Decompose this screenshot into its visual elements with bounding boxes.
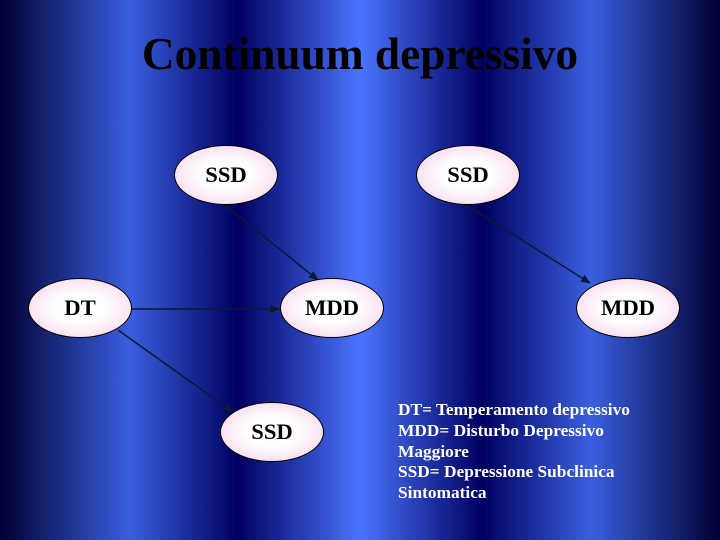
node-label: SSD xyxy=(251,419,293,445)
node-ssd-top-left: SSD xyxy=(174,145,278,205)
node-label: SSD xyxy=(447,162,489,188)
slide-canvas: Continuum depressivo SSD SSD DT MDD MDD … xyxy=(0,0,720,540)
node-label: MDD xyxy=(601,295,655,321)
node-label: DT xyxy=(64,295,95,321)
slide-title: Continuum depressivo xyxy=(0,28,720,80)
edge-arrow xyxy=(118,330,233,412)
node-mdd-center: MDD xyxy=(280,278,384,338)
legend-line: DT= Temperamento depressivo xyxy=(398,400,630,421)
node-label: SSD xyxy=(205,162,247,188)
edge-arrow xyxy=(226,206,318,280)
node-ssd-top-right: SSD xyxy=(416,145,520,205)
legend-line: Sintomatica xyxy=(398,483,630,504)
legend-line: MDD= Disturbo Depressivo xyxy=(398,421,630,442)
legend-line: Maggiore xyxy=(398,442,630,463)
node-ssd-bottom: SSD xyxy=(220,402,324,462)
node-mdd-right: MDD xyxy=(576,278,680,338)
edge-arrow xyxy=(468,206,590,283)
node-label: MDD xyxy=(305,295,359,321)
legend: DT= Temperamento depressivo MDD= Disturb… xyxy=(398,400,630,504)
legend-line: SSD= Depressione Subclinica xyxy=(398,462,630,483)
node-dt: DT xyxy=(28,278,132,338)
